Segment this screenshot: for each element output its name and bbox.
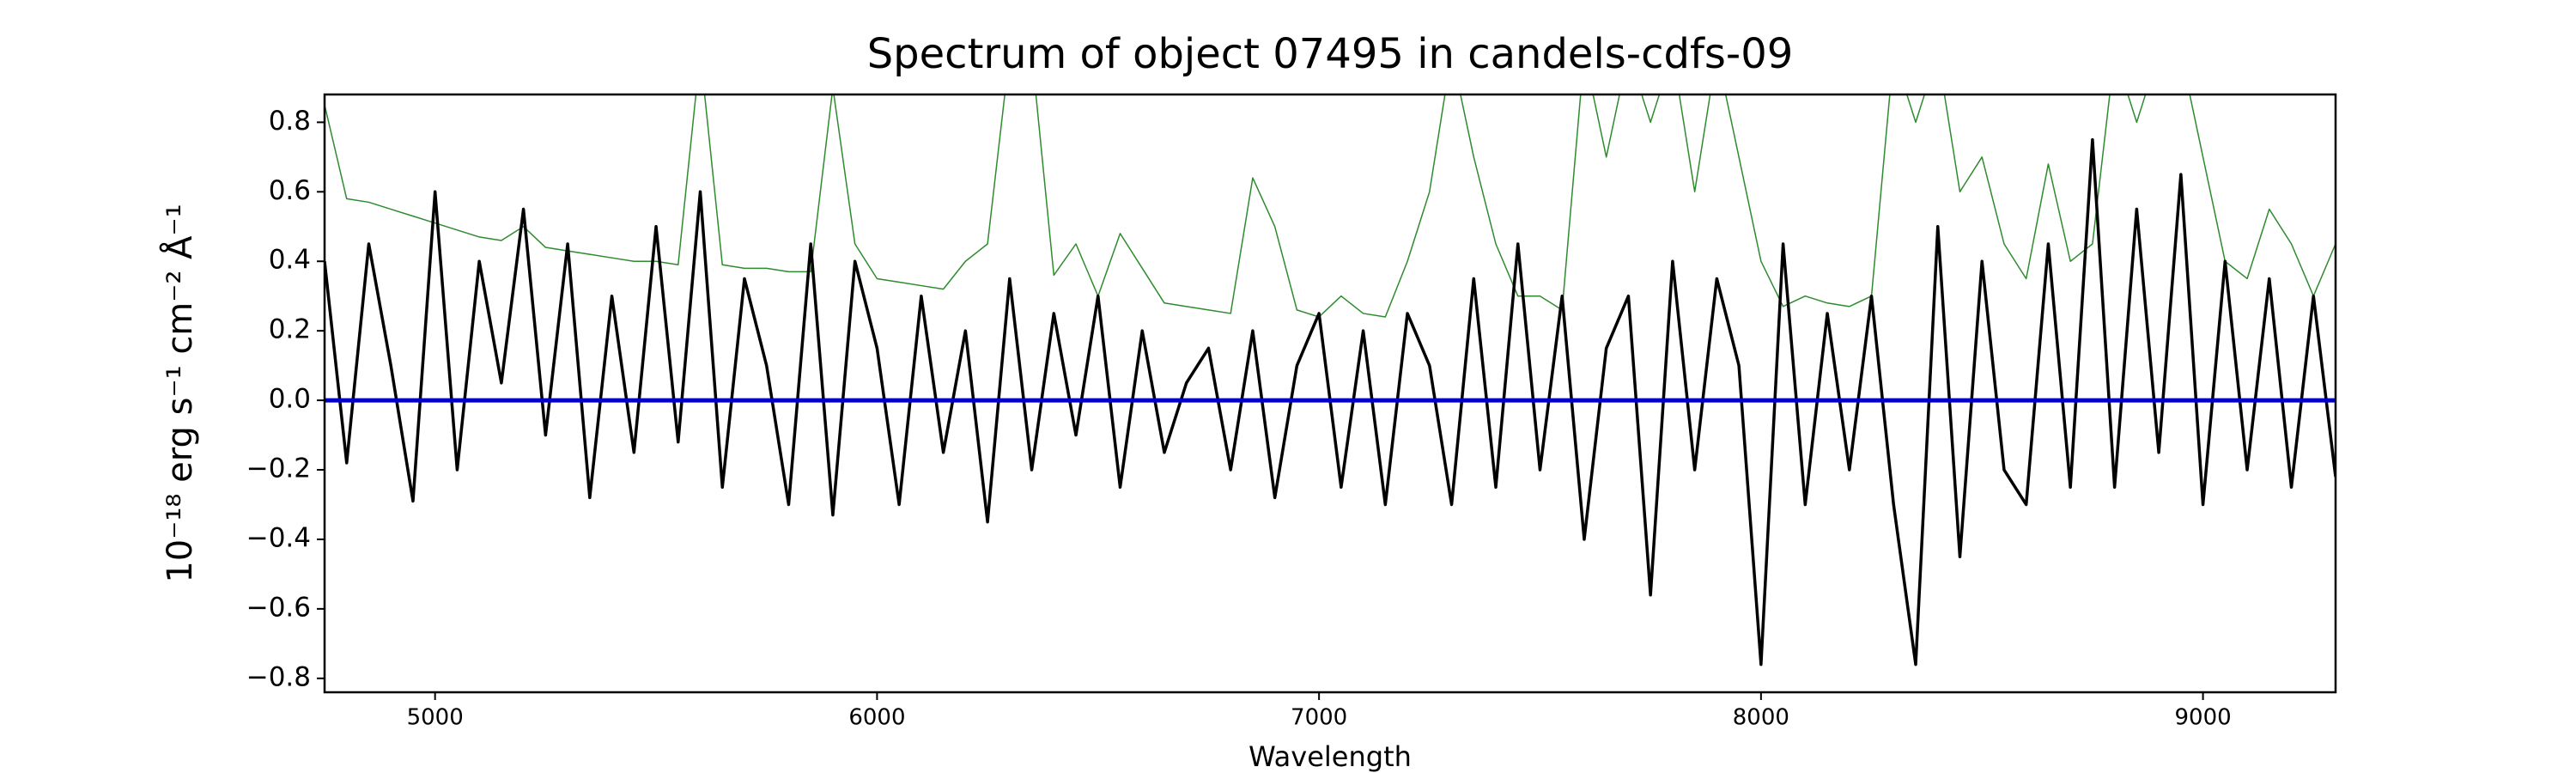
y-tick-label: −0.4 bbox=[246, 522, 311, 553]
x-axis-label: Wavelength bbox=[1249, 740, 1412, 773]
y-tick-label: 0.0 bbox=[269, 384, 311, 415]
x-tick-label: 7000 bbox=[1291, 705, 1347, 731]
y-tick-label: 0.6 bbox=[269, 175, 311, 206]
plot-area bbox=[325, 94, 2336, 666]
y-tick-label: 0.2 bbox=[269, 314, 311, 345]
y-tick-label: −0.8 bbox=[246, 661, 311, 692]
x-tick-label: 5000 bbox=[407, 705, 464, 731]
x-tick-label: 9000 bbox=[2174, 705, 2231, 731]
chart-title: Spectrum of object 07495 in candels-cdfs… bbox=[867, 30, 1794, 78]
axes-frame bbox=[323, 93, 2337, 694]
y-tick-label: −0.6 bbox=[246, 592, 311, 623]
y-tick-label: 0.8 bbox=[269, 106, 311, 137]
x-tick-label: 6000 bbox=[848, 705, 905, 731]
y-axis-label: 10⁻¹⁸ erg s⁻¹ cm⁻² Å⁻¹ bbox=[159, 204, 200, 582]
y-tick-label: −0.2 bbox=[246, 453, 311, 484]
x-tick-label: 8000 bbox=[1733, 705, 1789, 731]
y-tick-label: 0.4 bbox=[269, 245, 311, 276]
spectrum-line bbox=[325, 94, 2336, 318]
